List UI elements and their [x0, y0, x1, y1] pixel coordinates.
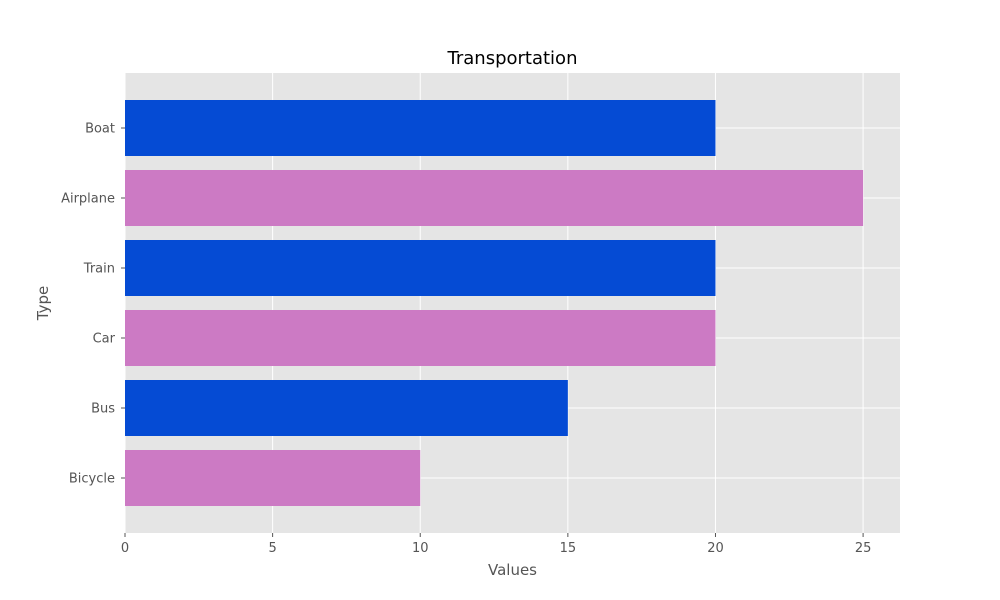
- x-tick-label: 15: [560, 541, 577, 556]
- bar-bicycle: [125, 450, 421, 506]
- y-tick-label: Bus: [91, 402, 115, 417]
- x-axis-label: Values: [488, 561, 537, 579]
- chart-title: Transportation: [447, 48, 578, 69]
- y-axis-label: Type: [34, 286, 52, 321]
- y-tick-label: Car: [93, 332, 116, 347]
- y-axis-ticks: Bicycle Bus Car Train Airplane Boat: [61, 122, 125, 487]
- bar-car: [125, 310, 716, 366]
- bars: [125, 100, 864, 506]
- y-tick-label: Boat: [85, 122, 115, 137]
- y-tick-label: Airplane: [61, 192, 115, 207]
- bar-train: [125, 240, 716, 296]
- bar-airplane: [125, 170, 864, 226]
- bar-bus: [125, 380, 568, 436]
- x-tick-label: 0: [121, 541, 129, 556]
- bar-boat: [125, 100, 716, 156]
- x-tick-label: 5: [268, 541, 276, 556]
- x-axis-ticks: 0 5 10 15 20 25: [121, 533, 872, 556]
- y-tick-label: Bicycle: [69, 472, 115, 487]
- x-tick-label: 20: [707, 541, 724, 556]
- y-tick-label: Train: [83, 262, 115, 277]
- x-tick-label: 10: [412, 541, 429, 556]
- x-tick-label: 25: [855, 541, 872, 556]
